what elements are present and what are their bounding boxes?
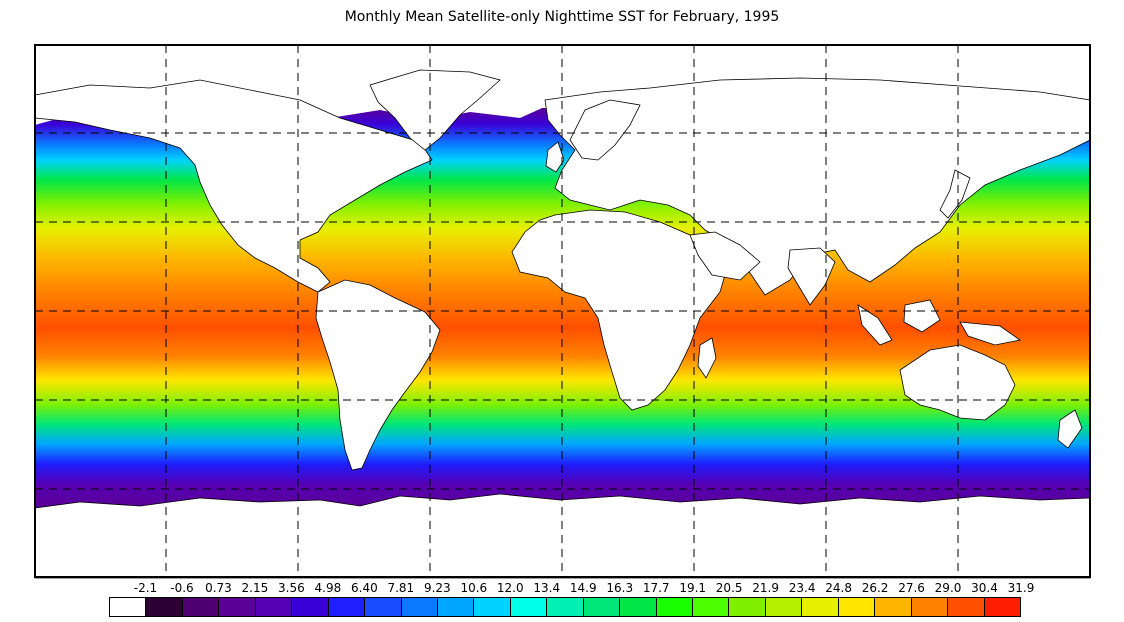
colorbar-swatch [328, 598, 366, 616]
colorbar-swatch [401, 598, 438, 616]
colorbar-swatch [219, 598, 256, 616]
india [787, 247, 836, 306]
colorbar-swatch [984, 598, 1020, 616]
colorbar-tick-label: 24.8 [825, 581, 852, 595]
colorbar-swatch [620, 598, 657, 616]
colorbar-swatch [292, 598, 329, 616]
colorbar-swatch [911, 598, 949, 616]
graticule [35, 45, 1090, 577]
colorbar-tick-label: 23.4 [788, 581, 816, 595]
colorbar-tick-label: 13.4 [533, 581, 561, 595]
map-frame [34, 44, 1091, 578]
colorbar-tick-label: 27.6 [898, 581, 925, 595]
colorbar-swatch [875, 598, 912, 616]
colorbar-tick-label: 29.0 [934, 581, 962, 595]
south-america [315, 279, 441, 471]
greenland [369, 69, 501, 151]
colorbar-swatch [510, 598, 548, 616]
colorbar-tick-label: 30.4 [971, 581, 998, 595]
arabian-peninsula [689, 231, 761, 281]
map-title: Monthly Mean Satellite-only Nighttime SS… [344, 9, 780, 25]
colorbar-tick-label: 3.56 [278, 581, 305, 595]
colorbar-tick-label: 26.2 [861, 581, 889, 595]
colorbar-swatch [182, 598, 220, 616]
colorbar-swatch [547, 598, 584, 616]
colorbar-swatch [838, 598, 876, 616]
colorbar-tick-label: 20.5 [715, 581, 743, 595]
colorbar-tick-label: 31.9 [1007, 581, 1035, 595]
colorbar-tick-label: -0.6 [170, 581, 194, 595]
colorbar-tick-label: 2.15 [241, 581, 269, 595]
colorbar-tick-label: 14.9 [569, 581, 597, 595]
colorbar-swatch [656, 598, 693, 616]
colorbar-swatch [948, 598, 985, 616]
eurasia [544, 77, 1091, 296]
colorbar-swatch [583, 598, 621, 616]
sumatra [857, 304, 893, 346]
british-isles [545, 141, 565, 173]
colorbar-tick-labels: -2.1 -0.6 0.73 2.15 3.56 4.98 6.40 7.81 9.23 10.6… [0, 581, 1124, 595]
colorbar-tick-label: 9.23 [423, 581, 451, 595]
colorbar-tick-label: 17.7 [642, 581, 670, 595]
japan [939, 169, 971, 219]
scandinavia [569, 99, 641, 161]
sst-world-map [34, 44, 1091, 579]
colorbar-swatch [437, 598, 475, 616]
colorbar-swatch [765, 598, 803, 616]
colorbar-swatch [474, 598, 511, 616]
colorbar-tick-label: 4.98 [314, 581, 342, 595]
colorbar-tick-label: 0.73 [205, 581, 232, 595]
new-guinea [959, 321, 1021, 346]
colorbar-swatch [146, 598, 183, 616]
colorbar-tick-label: 12.0 [496, 581, 524, 595]
colorbar-swatch [255, 598, 293, 616]
colorbar-tick-label: 7.81 [387, 581, 415, 595]
colorbar-tick-label: 16.3 [606, 581, 634, 595]
colorbar-tick-label: 19.1 [679, 581, 707, 595]
colorbar-swatch [802, 598, 839, 616]
colorbar-tick-label: 10.6 [460, 581, 488, 595]
madagascar [697, 337, 717, 379]
colorbar-swatch [365, 598, 402, 616]
colorbar-tick-label: 6.40 [351, 581, 378, 595]
colorbar-tick-label: -2.1 [133, 581, 158, 595]
colorbar-swatch [110, 598, 147, 616]
colorbar-swatch [729, 598, 766, 616]
colorbar-swatch [693, 598, 730, 616]
new-zealand [1057, 409, 1083, 449]
colorbar [109, 597, 1021, 617]
borneo [903, 299, 941, 333]
colorbar-tick-label: 21.9 [752, 581, 779, 595]
